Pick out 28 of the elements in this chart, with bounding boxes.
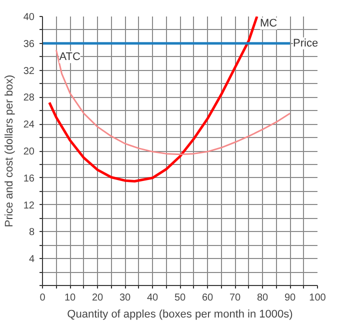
x-tick-label: 0 [40,292,46,304]
series-label: ATC [59,51,80,64]
y-tick-label: 40 [23,12,35,23]
line-series [56,49,291,156]
y-tick-label: 12 [23,200,35,212]
x-tick-label: 90 [284,292,296,304]
x-tick-label: 70 [229,292,241,304]
line-series [48,16,258,183]
y-tick-label: 32 [23,66,35,77]
y-tick-label: 28 [23,92,35,104]
x-tick-label: 30 [119,292,131,304]
x-tick-label: 80 [256,292,268,304]
x-tick-label: 60 [202,292,214,304]
y-tick-label: 16 [23,173,35,184]
x-axis-title: Quantity of apples (boxes per month in 1000s) [67,308,293,320]
y-tick-label: 8 [28,227,35,238]
series-label: MC [260,18,278,30]
x-tick-label: 20 [92,292,104,304]
x-tick-label: 40 [146,292,158,304]
y-axis-title: Price and cost (dollars per box) [3,74,16,228]
y-tick-label: 36 [23,38,35,50]
y-tick-label: 4 [28,254,35,266]
x-tick-label: 50 [174,292,186,304]
x-tick-label: 10 [64,292,76,304]
x-tick-label: 100 [309,292,326,304]
y-tick-label: 24 [23,120,35,131]
y-tick-label: 20 [23,146,35,158]
series-label: Price [293,37,318,50]
